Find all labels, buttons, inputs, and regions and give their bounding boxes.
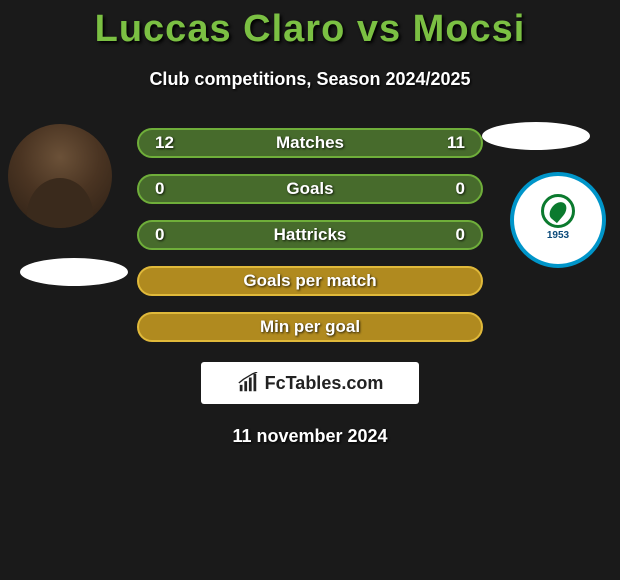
stat-label: Matches (179, 133, 441, 153)
stat-row: 0 Goals 0 (137, 174, 483, 204)
stat-left-value: 12 (155, 133, 179, 153)
player-left-avatar (8, 124, 112, 228)
stat-label: Goals per match (179, 271, 441, 291)
watermark-text: FcTables.com (265, 373, 384, 394)
stat-left-value: 0 (155, 179, 179, 199)
stat-row: 12 Matches 11 (137, 128, 483, 158)
snapshot-date: 11 november 2024 (0, 426, 620, 447)
stat-label: Goals (179, 179, 441, 199)
player-right-club-badge: 1953 (510, 172, 606, 268)
player-right-flag (482, 122, 590, 150)
season-subtitle: Club competitions, Season 2024/2025 (0, 69, 620, 90)
stat-right-value: 0 (441, 179, 465, 199)
comparison-title: Luccas Claro vs Mocsi (0, 0, 620, 51)
stat-label: Min per goal (179, 317, 441, 337)
stat-label: Hattricks (179, 225, 441, 245)
stat-right-value: 0 (441, 225, 465, 245)
stat-row: Goals per match (137, 266, 483, 296)
watermark: FcTables.com (201, 362, 419, 404)
stat-row: Min per goal (137, 312, 483, 342)
stat-left-value: 0 (155, 225, 179, 245)
stat-row: 0 Hattricks 0 (137, 220, 483, 250)
leaf-icon (541, 194, 575, 228)
bar-chart-icon (237, 372, 259, 394)
player-left-flag (20, 258, 128, 286)
stat-right-value: 11 (441, 133, 465, 153)
